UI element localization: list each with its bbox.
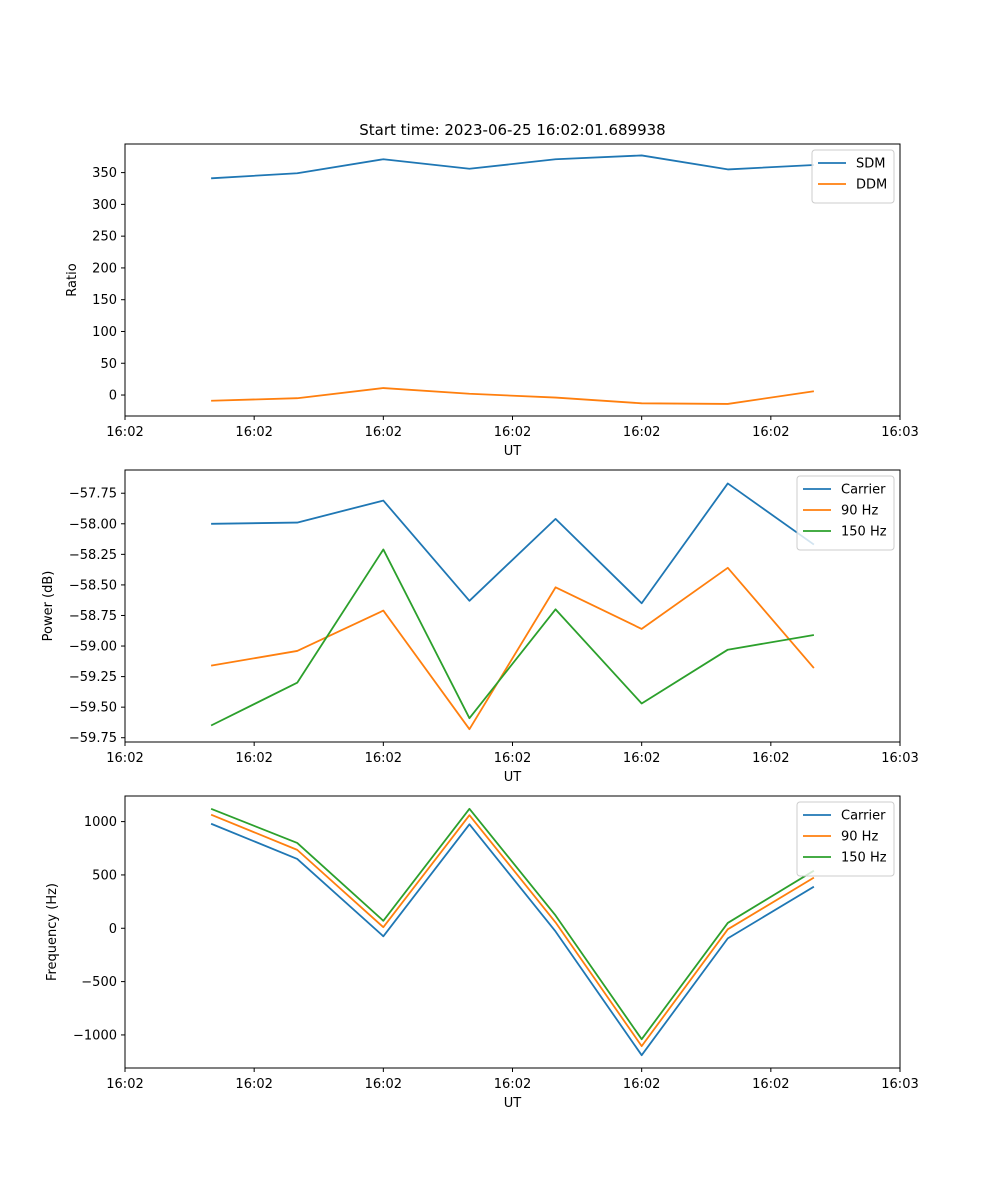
series-line-carrier	[211, 482, 815, 605]
y-tick-label: −57.75	[69, 487, 117, 502]
y-tick-label: −58.50	[69, 578, 117, 593]
x-tick-label: 16:03	[881, 751, 918, 766]
x-tick-label: 16:02	[235, 425, 272, 440]
y-axis-label: Frequency (Hz)	[45, 883, 60, 981]
y-axis-label: Power (dB)	[41, 571, 56, 642]
y-tick-label: −500	[81, 975, 117, 990]
y-tick-label: 200	[92, 261, 117, 276]
y-tick-label: −59.00	[69, 640, 117, 655]
x-tick-label: 16:02	[494, 1077, 531, 1092]
y-tick-label: 50	[100, 357, 117, 372]
series-line-90-hz	[210, 566, 815, 731]
series-line-carrier	[210, 822, 815, 1057]
x-tick-label: 16:02	[494, 751, 531, 766]
series-line-90-hz	[210, 813, 815, 1048]
legend-label: 90 Hz	[841, 830, 878, 845]
y-tick-label: −59.75	[69, 731, 117, 746]
subplot-3: 16:02 16:02 16:02 16:02 16:02 16:02 16:03 −1000…	[45, 795, 919, 1111]
series-line-150-hz	[210, 548, 815, 727]
legend: SDM DDM	[811, 149, 895, 204]
x-tick-label: 16:02	[235, 751, 272, 766]
legend-label: SDM	[856, 157, 885, 172]
legend: Carrier 90 Hz 150 Hz	[796, 475, 895, 551]
x-tick-label: 16:02	[106, 1077, 143, 1092]
y-tick-label: −58.00	[69, 517, 117, 532]
y-tick-label: 100	[92, 325, 117, 340]
x-tick-label: 16:02	[752, 425, 789, 440]
legend-label: 150 Hz	[841, 525, 887, 540]
y-tick-label: 350	[92, 166, 117, 181]
legend-label: 90 Hz	[841, 504, 878, 519]
x-tick-label: 16:02	[106, 751, 143, 766]
y-tick-label: 150	[92, 293, 117, 308]
series-line-sdm	[211, 154, 814, 180]
x-tick-label: 16:03	[881, 425, 918, 440]
x-tick-label: 16:02	[623, 1077, 660, 1092]
x-tick-label: 16:02	[365, 1077, 402, 1092]
figure-title: Start time: 2023-06-25 16:02:01.689938	[359, 121, 665, 139]
x-tick-label: 16:02	[365, 751, 402, 766]
y-tick-label: 0	[109, 922, 117, 937]
x-tick-label: 16:02	[235, 1077, 272, 1092]
y-axis-label: Ratio	[65, 263, 80, 296]
x-tick-label: 16:02	[365, 425, 402, 440]
y-tick-label: −1000	[73, 1028, 117, 1043]
x-tick-label: 16:02	[623, 425, 660, 440]
y-tick-label: −58.25	[69, 548, 117, 563]
series-line-ddm	[211, 387, 815, 405]
x-tick-label: 16:02	[494, 425, 531, 440]
x-tick-label: 16:02	[106, 425, 143, 440]
x-axis-label: UT	[504, 444, 522, 459]
legend: Carrier 90 Hz 150 Hz	[796, 801, 895, 877]
y-tick-label: 1000	[84, 815, 117, 830]
y-tick-label: 500	[92, 868, 117, 883]
legend-label: Carrier	[841, 809, 886, 824]
legend-label: 150 Hz	[841, 851, 887, 866]
y-tick-label: −58.75	[69, 609, 117, 624]
y-tick-label: −59.25	[69, 670, 117, 685]
legend-label: Carrier	[841, 483, 886, 498]
x-tick-label: 16:02	[752, 751, 789, 766]
x-tick-label: 16:02	[752, 1077, 789, 1092]
y-tick-label: −59.50	[69, 701, 117, 716]
x-tick-label: 16:02	[623, 751, 660, 766]
series-line-150-hz	[210, 807, 815, 1041]
y-tick-label: 250	[92, 230, 117, 245]
x-axis-label: UT	[504, 770, 522, 785]
legend-label: DDM	[856, 178, 887, 193]
subplot-1: 16:02 16:02 16:02 16:02 16:02 16:02 16:03 0 50 10…	[65, 143, 919, 459]
subplot-2: 16:02 16:02 16:02 16:02 16:02 16:02 16:03 −59.7…	[41, 469, 919, 785]
x-axis-label: UT	[504, 1096, 522, 1111]
x-tick-label: 16:03	[881, 1077, 918, 1092]
y-tick-label: 300	[92, 198, 117, 213]
y-tick-label: 0	[109, 389, 117, 404]
subplots: 16:02 16:02 16:02 16:02 16:02 16:02 16:03 0 50 10…	[41, 143, 919, 1111]
